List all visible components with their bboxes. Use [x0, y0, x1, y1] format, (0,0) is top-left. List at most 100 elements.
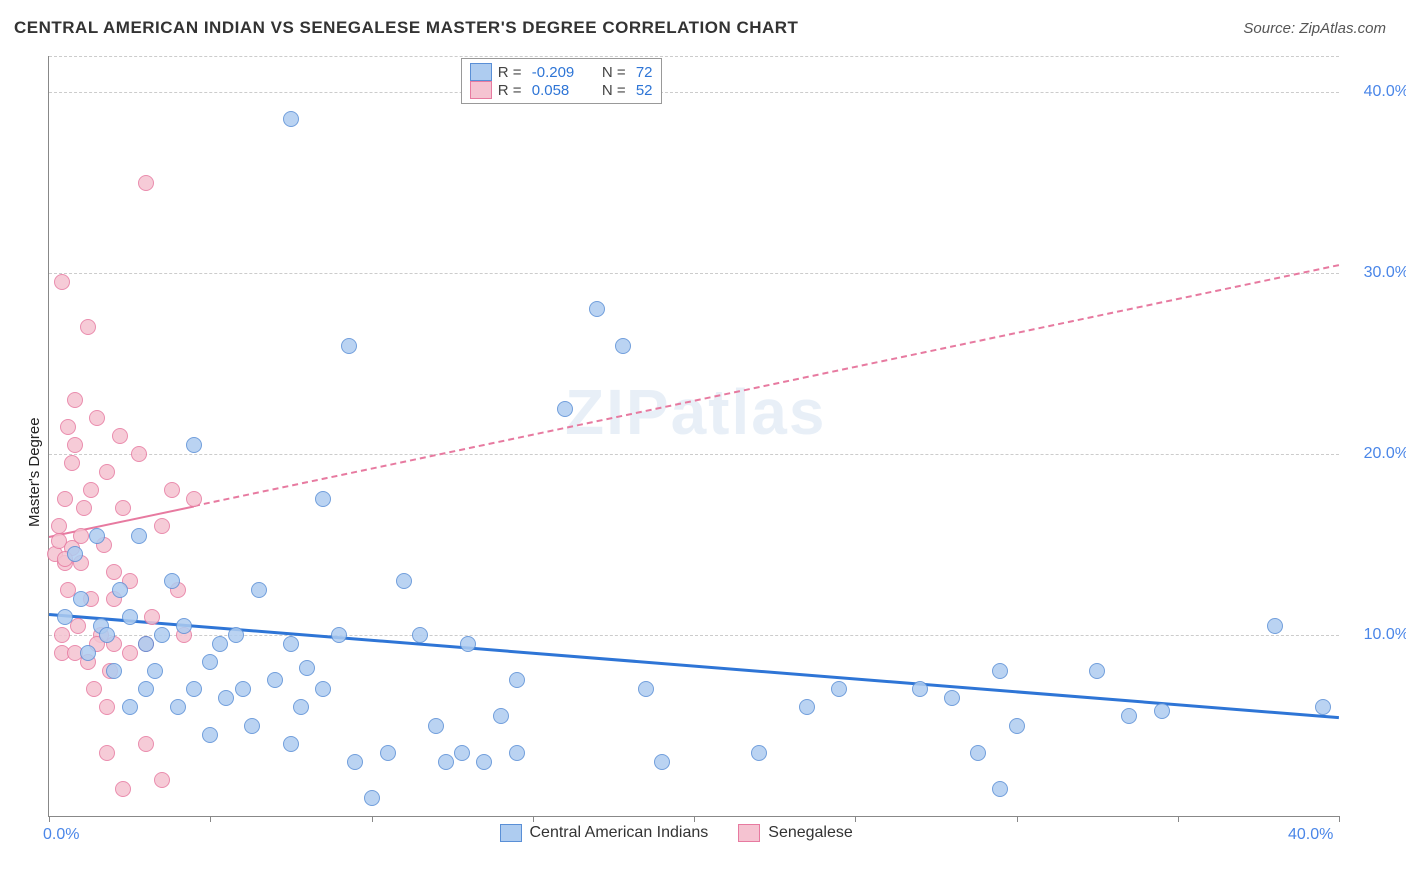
legend-row-cai: R = -0.209 N = 72 [470, 63, 653, 81]
x-tick [1017, 816, 1018, 822]
x-tick [49, 816, 50, 822]
legend-n-label: N = [594, 64, 626, 81]
gridline [49, 454, 1339, 455]
scatter-point-cai [615, 338, 631, 354]
scatter-point-sen [54, 274, 70, 290]
legend-n-value: 52 [632, 82, 653, 99]
scatter-point-sen [64, 455, 80, 471]
x-tick [372, 816, 373, 822]
scatter-point-cai [154, 627, 170, 643]
scatter-point-cai [218, 690, 234, 706]
gridline [49, 92, 1339, 93]
scatter-point-cai [1009, 718, 1025, 734]
x-axis-min-label: 0.0% [43, 826, 79, 844]
scatter-point-cai [228, 627, 244, 643]
scatter-point-cai [170, 699, 186, 715]
scatter-point-sen [86, 681, 102, 697]
scatter-point-cai [283, 636, 299, 652]
scatter-point-cai [164, 573, 180, 589]
scatter-point-cai [509, 745, 525, 761]
scatter-point-cai [831, 681, 847, 697]
scatter-point-cai [476, 754, 492, 770]
x-axis-max-label: 40.0% [1288, 826, 1333, 844]
scatter-point-cai [202, 727, 218, 743]
scatter-point-cai [112, 582, 128, 598]
scatter-point-cai [438, 754, 454, 770]
scatter-point-cai [176, 618, 192, 634]
trend-line [194, 264, 1339, 507]
scatter-point-cai [293, 699, 309, 715]
scatter-point-cai [428, 718, 444, 734]
scatter-point-cai [122, 609, 138, 625]
scatter-point-sen [67, 392, 83, 408]
scatter-point-cai [944, 690, 960, 706]
correlation-legend: R = -0.209 N = 72R = 0.058 N = 52 [461, 58, 662, 104]
y-tick-label: 40.0% [1349, 83, 1406, 101]
x-tick [533, 816, 534, 822]
scatter-point-sen [186, 491, 202, 507]
scatter-point-sen [115, 500, 131, 516]
scatter-point-cai [251, 582, 267, 598]
scatter-point-cai [654, 754, 670, 770]
scatter-point-sen [67, 437, 83, 453]
scatter-point-cai [364, 790, 380, 806]
scatter-point-cai [799, 699, 815, 715]
legend-row-sen: R = 0.058 N = 52 [470, 81, 653, 99]
legend-swatch-cai [470, 63, 492, 81]
x-tick [210, 816, 211, 822]
scatter-point-sen [144, 609, 160, 625]
scatter-point-cai [493, 708, 509, 724]
source-name: ZipAtlas.com [1299, 20, 1386, 37]
scatter-point-sen [54, 627, 70, 643]
legend-r-value: -0.209 [528, 64, 588, 81]
scatter-point-cai [1089, 663, 1105, 679]
scatter-point-cai [99, 627, 115, 643]
scatter-point-cai [138, 636, 154, 652]
scatter-point-cai [589, 301, 605, 317]
scatter-point-cai [80, 645, 96, 661]
scatter-point-cai [299, 660, 315, 676]
scatter-point-cai [557, 401, 573, 417]
x-tick [855, 816, 856, 822]
scatter-point-sen [112, 428, 128, 444]
scatter-point-cai [912, 681, 928, 697]
scatter-point-cai [992, 663, 1008, 679]
scatter-point-cai [202, 654, 218, 670]
legend-n-label: N = [594, 82, 626, 99]
scatter-point-cai [147, 663, 163, 679]
scatter-point-cai [122, 699, 138, 715]
scatter-point-cai [283, 111, 299, 127]
bottom-legend-label-cai: Central American Indians [530, 824, 709, 842]
scatter-point-sen [73, 528, 89, 544]
scatter-point-cai [212, 636, 228, 652]
scatter-point-sen [76, 500, 92, 516]
series-legend: Central American Indians Senegalese [500, 824, 853, 842]
scatter-point-cai [970, 745, 986, 761]
source-attribution: Source: ZipAtlas.com [1243, 20, 1386, 37]
y-axis-title: Master's Degree [26, 418, 43, 528]
x-tick [694, 816, 695, 822]
scatter-point-cai [235, 681, 251, 697]
scatter-point-cai [186, 681, 202, 697]
scatter-point-cai [751, 745, 767, 761]
scatter-point-sen [154, 518, 170, 534]
bottom-legend-swatch-sen [738, 824, 760, 842]
scatter-point-sen [51, 518, 67, 534]
scatter-point-cai [341, 338, 357, 354]
scatter-point-cai [396, 573, 412, 589]
scatter-point-sen [138, 175, 154, 191]
scatter-point-sen [99, 464, 115, 480]
y-tick-label: 30.0% [1349, 264, 1406, 282]
scatter-plot-area: ZIPatlas 10.0%20.0%30.0%40.0% [48, 56, 1339, 817]
scatter-point-sen [70, 618, 86, 634]
scatter-point-sen [154, 772, 170, 788]
scatter-point-cai [1154, 703, 1170, 719]
scatter-point-sen [60, 419, 76, 435]
scatter-point-cai [138, 681, 154, 697]
scatter-point-cai [283, 736, 299, 752]
bottom-legend-item-sen: Senegalese [738, 824, 853, 842]
scatter-point-cai [1267, 618, 1283, 634]
scatter-point-cai [315, 681, 331, 697]
scatter-point-cai [331, 627, 347, 643]
scatter-point-cai [131, 528, 147, 544]
